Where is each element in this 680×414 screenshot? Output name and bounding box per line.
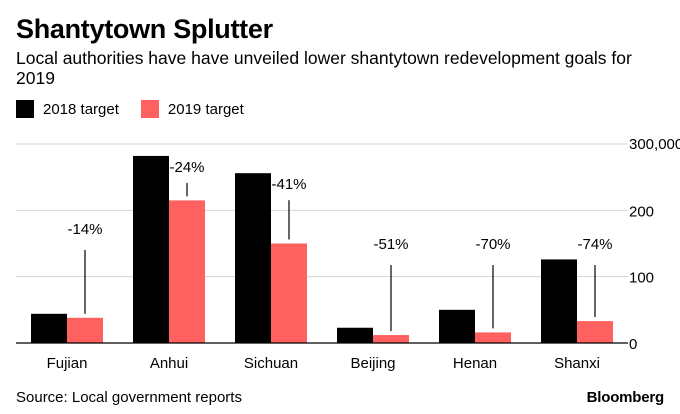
annotation-label-anhui: -24% (169, 159, 204, 176)
annotation-label-fujian: -14% (67, 221, 102, 238)
x-tick-label-anhui: Anhui (150, 355, 188, 372)
legend-label-2019: 2019 target (167, 100, 244, 118)
annotation-label-beijing: -51% (373, 236, 408, 253)
y-tick-label-100: 100 (629, 270, 654, 287)
bar-anhui-2019 (169, 200, 205, 343)
bloomberg-logo: Bloomberg (586, 389, 665, 406)
legend-swatch-2018 (16, 100, 34, 118)
y-tick-label-300: 300,000 units (629, 136, 680, 153)
annotation-label-shanxi: -74% (577, 236, 612, 253)
chart-title: Shantytown Splutter (16, 14, 273, 44)
bar-sichuan-2018 (235, 173, 271, 343)
bar-beijing-2018 (337, 327, 373, 343)
chart-subtitle: Local authorities have have unveiled low… (16, 48, 632, 88)
y-tick-label-0: 0 (629, 336, 637, 353)
bar-fujian-2019 (67, 317, 103, 343)
bar-fujian-2018 (31, 313, 67, 343)
bar-sichuan-2019 (271, 243, 307, 343)
bar-beijing-2019 (373, 335, 409, 343)
x-tick-label-sichuan: Sichuan (244, 355, 298, 372)
bar-shanxi-2018 (541, 259, 577, 343)
bar-anhui-2018 (133, 155, 169, 343)
x-tick-label-fujian: Fujian (47, 355, 88, 372)
x-tick-label-henan: Henan (453, 355, 497, 372)
bar-henan-2019 (475, 332, 511, 343)
annotation-label-henan: -70% (475, 236, 510, 253)
bar-henan-2018 (439, 309, 475, 343)
x-tick-label-beijing: Beijing (350, 355, 395, 372)
legend-label-2018: 2018 target (43, 100, 119, 118)
annotation-label-sichuan: -41% (271, 176, 306, 193)
source-note: Source: Local government reports (16, 389, 242, 406)
legend-item-2018: 2018 target (16, 100, 119, 118)
x-tick-label-shanxi: Shanxi (554, 355, 600, 372)
legend-item-2019: 2019 target (140, 100, 244, 118)
bar-shanxi-2019 (577, 321, 613, 343)
legend-swatch-2019 (140, 100, 159, 118)
legend: 2018 target 2019 target (16, 100, 266, 118)
y-tick-label-200: 200 (629, 203, 654, 220)
